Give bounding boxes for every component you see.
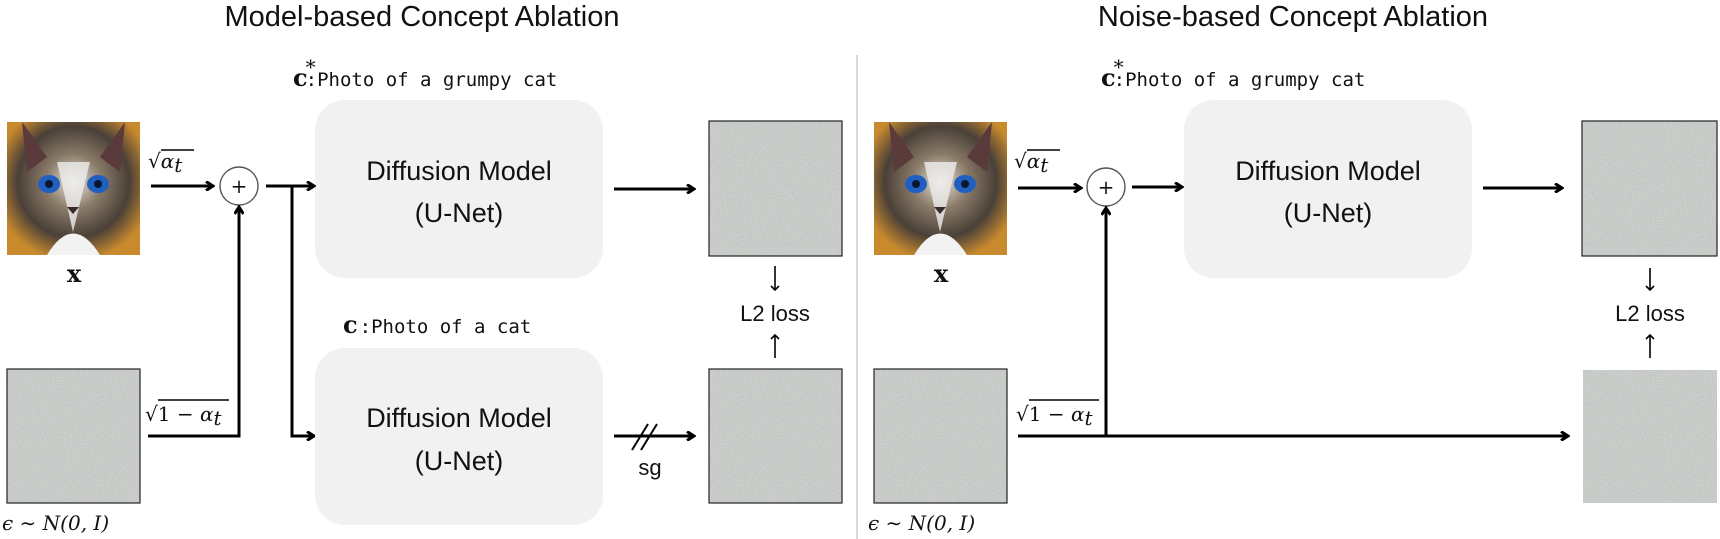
plus-icon: + bbox=[231, 174, 248, 198]
noise-distribution-label: ϵ ∼ N(0, I) bbox=[868, 511, 975, 535]
panel-title: Model-based Concept Ablation bbox=[225, 1, 620, 33]
plus-icon: + bbox=[1098, 175, 1115, 199]
coef-sqrt-alpha: √αt bbox=[1014, 149, 1049, 177]
predicted-noise-bottom bbox=[709, 369, 842, 503]
l2-loss-label: L2 loss bbox=[1615, 301, 1685, 326]
coef-sqrt-one-minus-alpha: √1 − αt bbox=[1016, 402, 1093, 430]
image-label: x bbox=[67, 259, 82, 288]
target-noise bbox=[1583, 370, 1717, 503]
noise-input bbox=[7, 369, 140, 503]
coef-sqrt-one-minus-alpha: √1 − αt bbox=[145, 402, 222, 430]
l2-loss-label: L2 loss bbox=[740, 301, 810, 326]
predicted-noise bbox=[1582, 121, 1717, 256]
image-label: x bbox=[934, 259, 949, 288]
coef-sqrt-alpha: √αt bbox=[148, 149, 183, 177]
cat-image bbox=[874, 122, 1007, 255]
box-bottom-line2: (U-Net) bbox=[415, 446, 504, 476]
prompt-target: c*:Photo of a grumpy cat bbox=[1101, 55, 1365, 92]
model-based-panel: Model-based Concept Ablation c*:Photo of… bbox=[2, 1, 843, 535]
box-top-line1: Diffusion Model bbox=[366, 156, 552, 186]
box-top-line2: (U-Net) bbox=[415, 198, 504, 228]
cat-image bbox=[7, 122, 140, 255]
prompt-anchor: c:Photo of a cat bbox=[343, 310, 531, 339]
diffusion-model-box bbox=[1184, 100, 1472, 278]
predicted-noise-top bbox=[709, 121, 842, 256]
diffusion-model-box-bottom bbox=[315, 348, 603, 525]
panel-title: Noise-based Concept Ablation bbox=[1098, 1, 1488, 33]
noise-distribution-label: ϵ ∼ N(0, I) bbox=[2, 511, 109, 535]
box-bottom-line1: Diffusion Model bbox=[366, 403, 552, 433]
diffusion-model-box-top bbox=[315, 100, 603, 278]
box-line1: Diffusion Model bbox=[1235, 156, 1421, 186]
prompt-target: c*:Photo of a grumpy cat bbox=[293, 55, 557, 92]
noise-input bbox=[874, 369, 1007, 503]
box-line2: (U-Net) bbox=[1284, 198, 1373, 228]
stop-gradient-label: sg bbox=[638, 455, 661, 480]
noise-based-panel: Noise-based Concept Ablation c*:Photo of… bbox=[868, 1, 1718, 535]
